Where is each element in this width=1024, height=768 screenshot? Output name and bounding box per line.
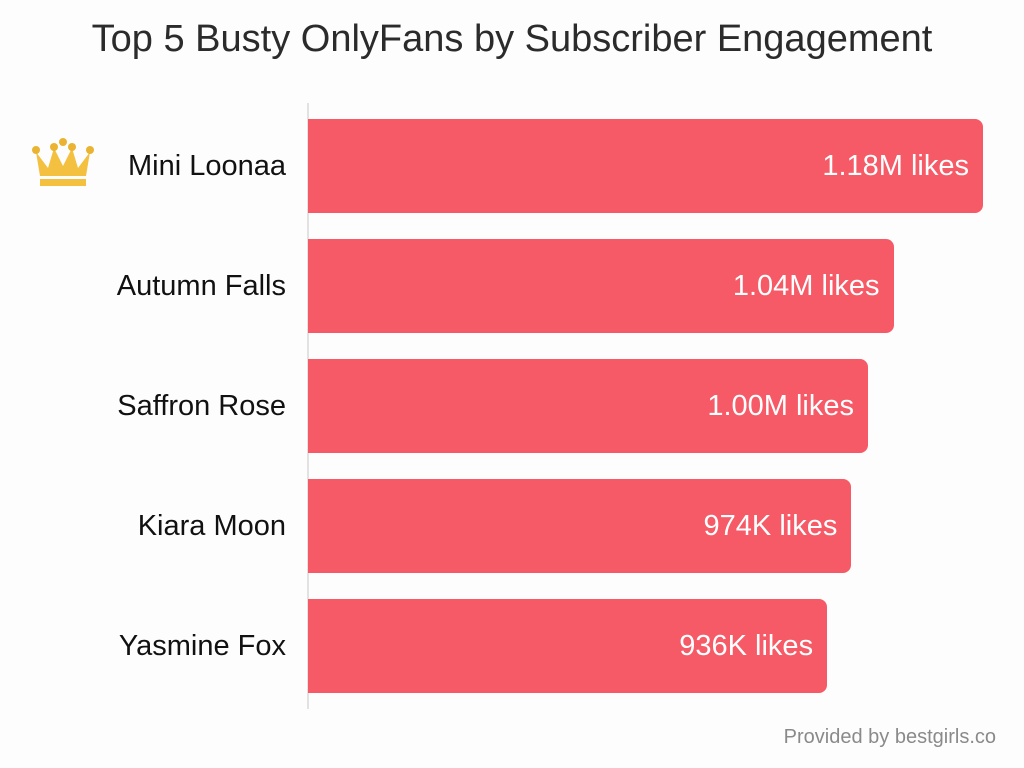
data-label: 974K likes	[703, 510, 838, 542]
credit-text: Provided by bestgirls.co	[783, 726, 996, 748]
bar: 974K likes	[308, 479, 852, 573]
bar: 936K likes	[308, 599, 828, 693]
category-label: Yasmine Fox	[118, 630, 286, 662]
bar: 1.18M likes	[308, 119, 983, 213]
category-label: Mini Loonaa	[128, 150, 286, 182]
bar: 1.04M likes	[308, 239, 894, 333]
category-label: Saffron Rose	[117, 390, 286, 422]
category-label: Autumn Falls	[116, 270, 286, 302]
chart-title: Top 5 Busty OnlyFans by Subscriber Engag…	[91, 18, 933, 60]
bar: 1.00M likes	[308, 359, 868, 453]
crown-icon	[32, 138, 94, 186]
data-label: 936K likes	[679, 630, 814, 662]
data-label: 1.04M likes	[732, 270, 880, 302]
category-label: Kiara Moon	[137, 510, 286, 542]
data-label: 1.18M likes	[822, 150, 969, 182]
data-label: 1.00M likes	[707, 390, 854, 422]
